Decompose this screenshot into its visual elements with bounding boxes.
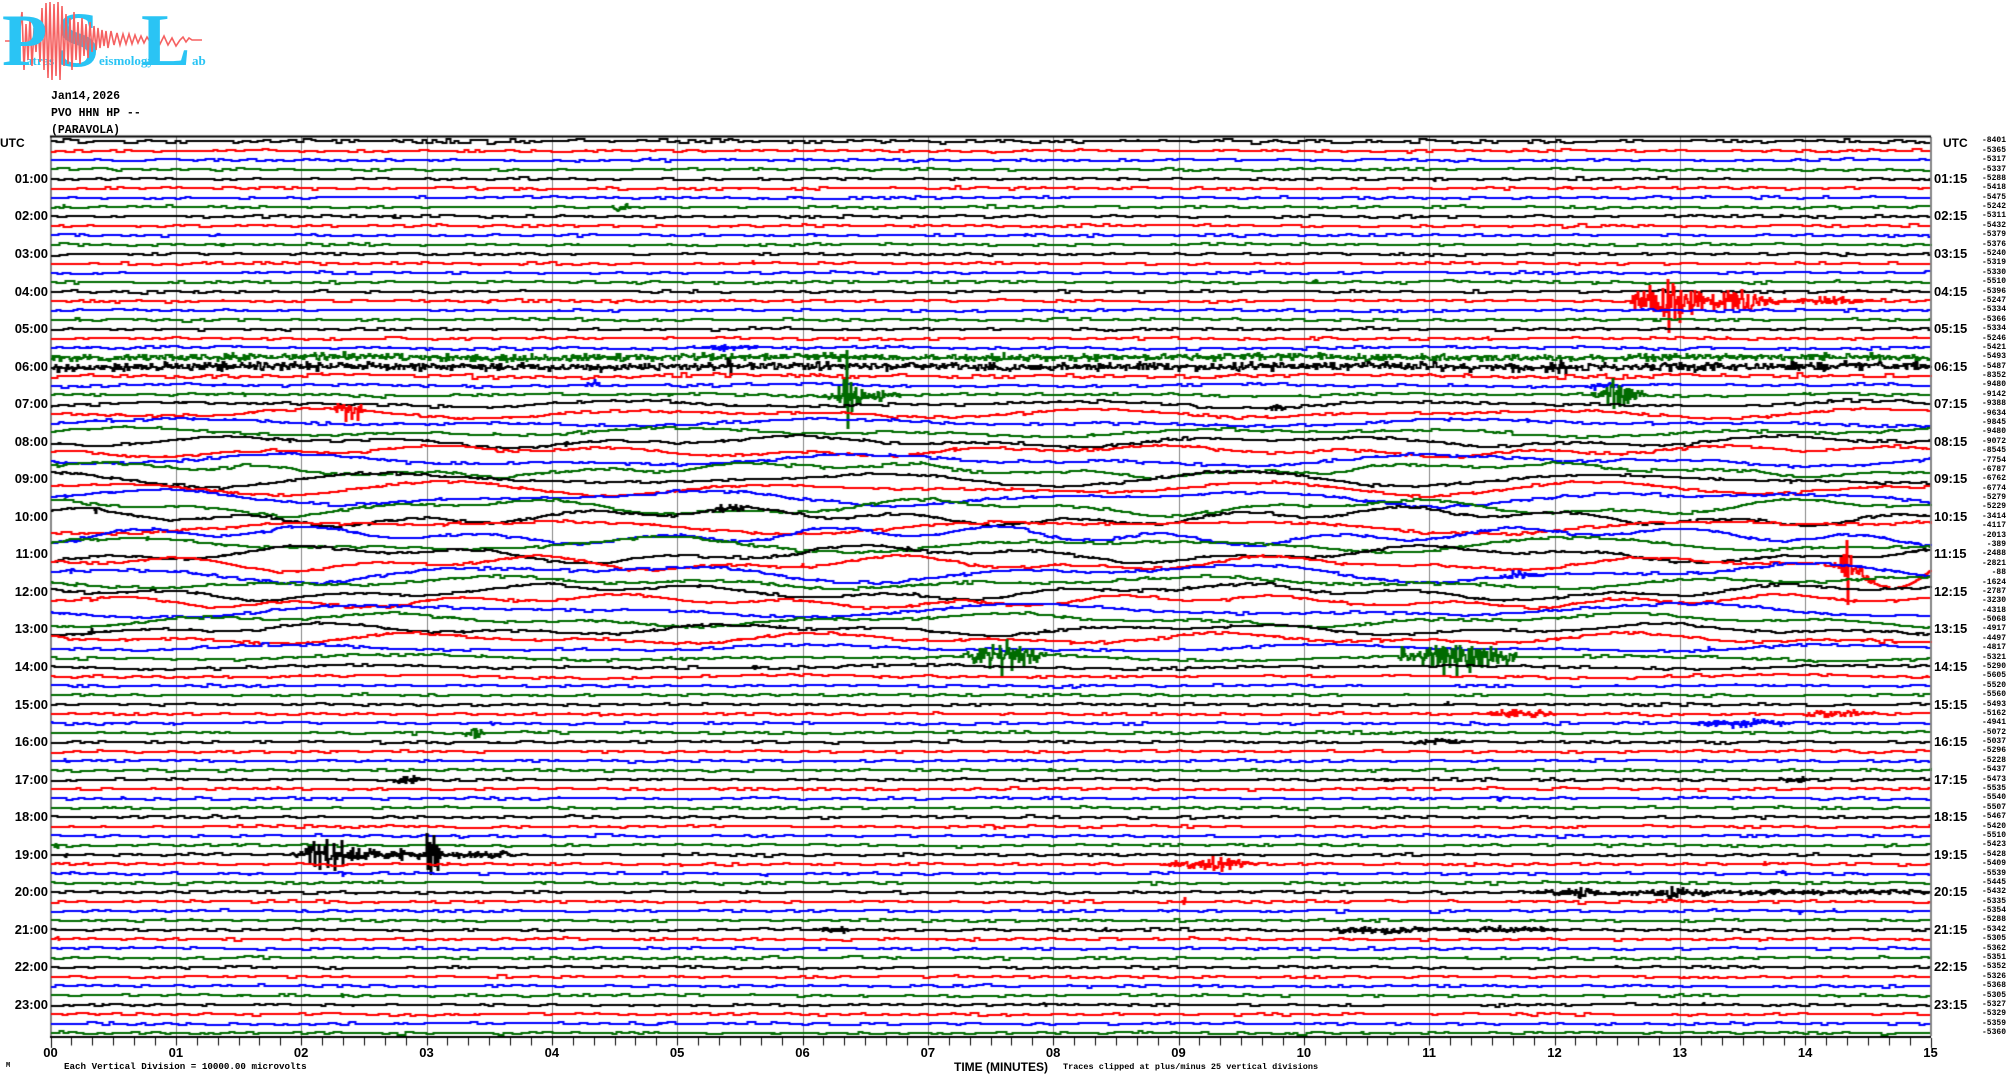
svg-text:P: P [2,0,47,82]
svg-text:ab: ab [192,53,206,68]
svg-text:L: L [141,0,190,82]
svg-text:eismology: eismology [99,53,154,68]
